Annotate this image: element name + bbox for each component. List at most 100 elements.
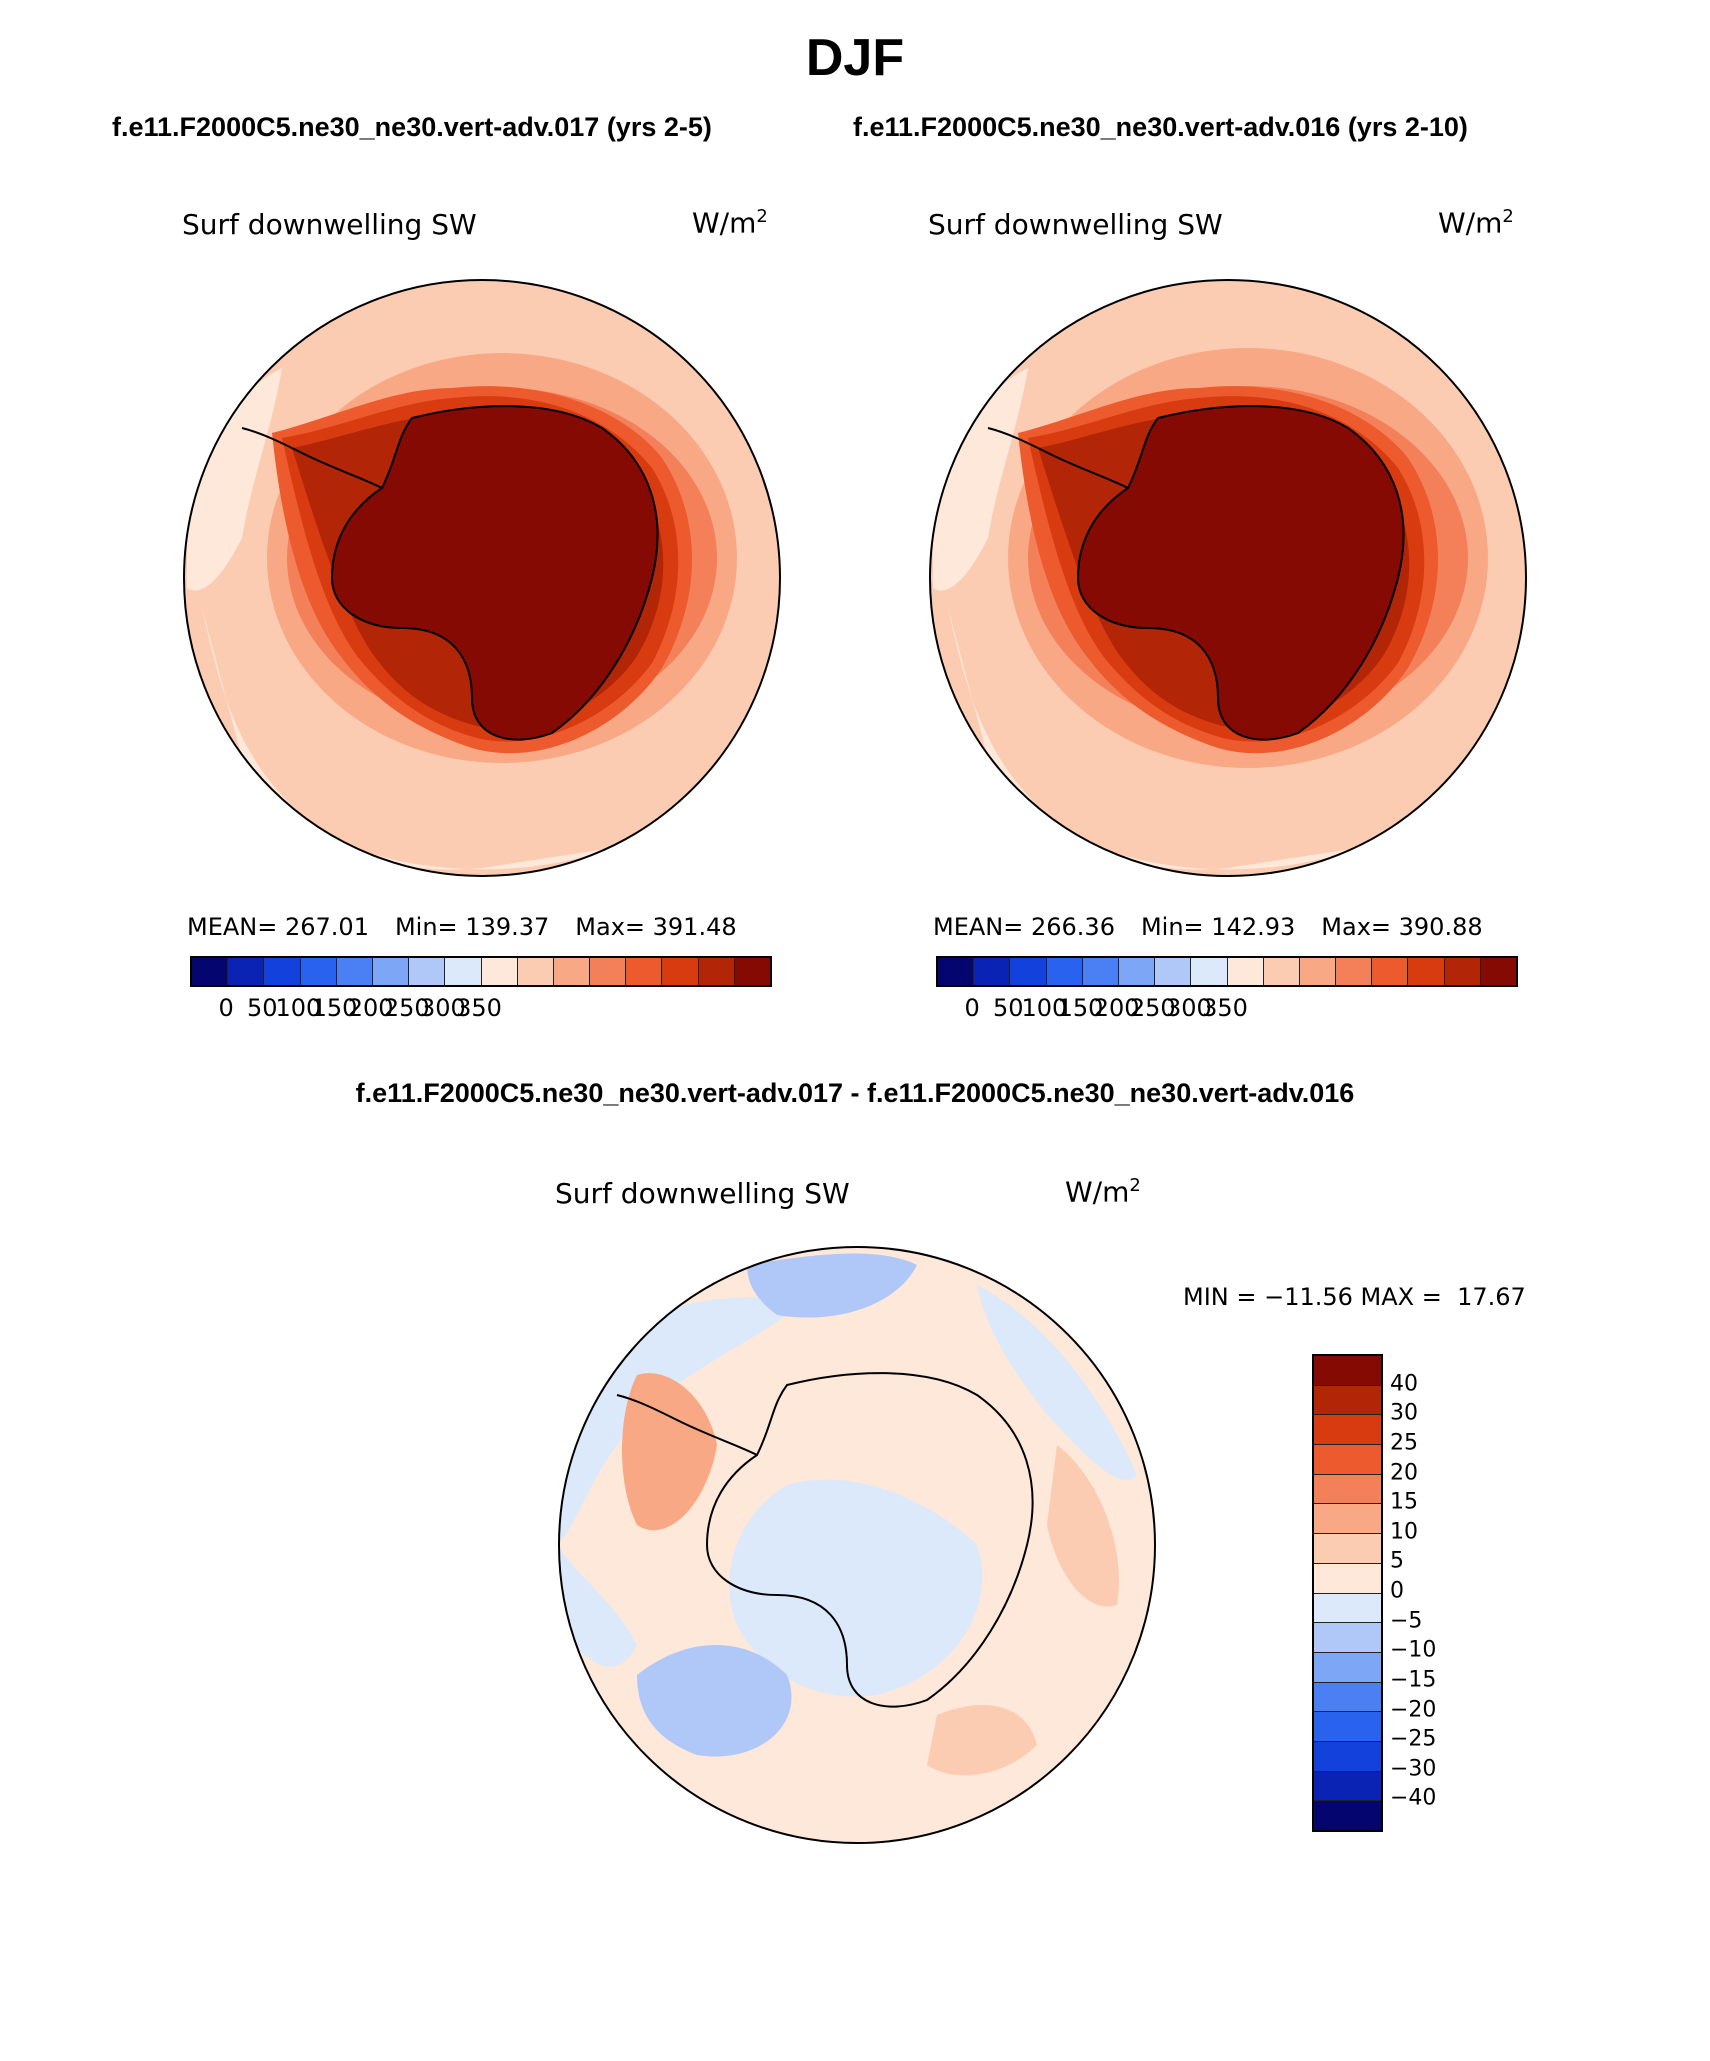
colorbar-cell [1314, 1771, 1381, 1802]
colorbar-cell [1314, 1534, 1381, 1564]
right-colorbar [936, 956, 1518, 987]
right-map [929, 279, 1527, 877]
right-map-interior [1078, 406, 1404, 740]
left-colorbar [190, 956, 772, 987]
colorbar-tick-label: 200 [347, 994, 394, 1022]
colorbar-tick-label: 250 [1129, 994, 1176, 1022]
colorbar-cell [264, 958, 301, 985]
colorbar-tick-label: −20 [1390, 1697, 1437, 1722]
colorbar-tick-label: 40 [1390, 1371, 1418, 1397]
colorbar-tick-label: 50 [246, 994, 278, 1022]
right-units-label: W/m2 [1438, 206, 1514, 240]
colorbar-tick-label: −15 [1390, 1667, 1437, 1693]
left-colorbar-ticks: 0 50 100 150 200 250 300 350 [190, 994, 768, 1024]
left-map-band-west [187, 368, 282, 591]
colorbar-cell [1046, 958, 1083, 985]
colorbar-cell [1314, 1474, 1381, 1505]
diff-map-peninsula-outline [616, 1394, 758, 1456]
colorbar-cell [1314, 1593, 1381, 1624]
right-case-title: f.e11.F2000C5.ne30_ne30.vert-adv.016 (yr… [853, 112, 1468, 142]
diff-title: f.e11.F2000C5.ne30_ne30.vert-adv.017 - f… [355, 1078, 1355, 1108]
colorbar-cell [1336, 958, 1373, 985]
left-units-label: W/m2 [692, 206, 768, 240]
colorbar-cell [734, 958, 770, 985]
colorbar-cell [1082, 958, 1119, 985]
right-map-band-west [933, 368, 1028, 591]
diff-map-pos-southeast [927, 1705, 1037, 1776]
diff-map-pos-peninsula [622, 1373, 717, 1531]
colorbar-cell [1299, 958, 1337, 985]
colorbar-cell [228, 958, 265, 985]
colorbar-cell [1314, 1741, 1381, 1772]
colorbar-cell [1010, 958, 1047, 985]
diff-map-neg-north [747, 1253, 917, 1318]
colorbar-tick-label: 20 [1390, 1460, 1418, 1485]
colorbar-tick-label: 350 [1202, 994, 1248, 1022]
diff-map-border [558, 1246, 1156, 1844]
colorbar-cell [662, 958, 699, 985]
right-stats: MEAN= 266.36 Min= 142.93 Max= 390.88 [933, 913, 1483, 941]
colorbar-tick-label: −25 [1390, 1726, 1437, 1752]
colorbar-cell [1314, 1563, 1381, 1594]
colorbar-tick-label: −30 [1390, 1756, 1437, 1782]
right-mean: MEAN= 266.36 [933, 913, 1115, 941]
colorbar-tick-label: 100 [1021, 994, 1068, 1022]
colorbar-cell [1480, 958, 1516, 985]
colorbar-tick-label: 5 [1390, 1548, 1404, 1574]
colorbar-tick-label: 350 [456, 994, 502, 1022]
colorbar-tick-label: 100 [275, 994, 322, 1022]
colorbar-cell [1314, 1623, 1381, 1653]
colorbar-cell [336, 958, 373, 985]
diff-colorbar-ticks: 40 30 25 20 15 10 5 0 −5 −10 −15 −20 −25 −30 −40 [1390, 1354, 1470, 1828]
right-map-border [929, 279, 1527, 877]
colorbar-cell [1314, 1682, 1381, 1713]
colorbar-cell [1314, 1356, 1381, 1386]
left-map-border [183, 279, 781, 877]
colorbar-tick-label: 50 [992, 994, 1024, 1022]
colorbar-tick-label: 15 [1390, 1489, 1418, 1515]
left-mean: MEAN= 267.01 [187, 913, 369, 941]
left-max: Max= 391.48 [575, 913, 737, 941]
left-map-peninsula-outline [241, 427, 383, 489]
left-case-title: f.e11.F2000C5.ne30_ne30.vert-adv.017 (yr… [112, 112, 712, 142]
colorbar-tick-label: 10 [1390, 1519, 1418, 1545]
colorbar-cell [1314, 1712, 1381, 1742]
colorbar-tick-label: 25 [1390, 1430, 1418, 1456]
colorbar-cell [481, 958, 518, 985]
right-variable-label: Surf downwelling SW [928, 208, 1223, 241]
colorbar-cell [1155, 958, 1192, 985]
colorbar-tick-label: −5 [1390, 1608, 1423, 1634]
colorbar-cell [1314, 1801, 1381, 1830]
left-map-antarctica-outline [330, 405, 659, 741]
colorbar-tick-label: 0 [218, 994, 234, 1022]
colorbar-tick-label: 200 [1093, 994, 1140, 1022]
right-max: Max= 390.88 [1321, 913, 1483, 941]
colorbar-cell [445, 958, 482, 985]
colorbar-cell [553, 958, 591, 985]
colorbar-tick-label: 150 [311, 994, 358, 1022]
colorbar-cell [372, 958, 410, 985]
colorbar-cell [1263, 958, 1300, 985]
right-map-antarctica-outline [1076, 405, 1405, 741]
diff-variable-label: Surf downwelling SW [555, 1177, 850, 1210]
colorbar-tick-label: 0 [964, 994, 980, 1022]
colorbar-tick-label: 300 [1165, 994, 1212, 1022]
diff-colorbar [1312, 1354, 1383, 1832]
diff-map-pos-east [1047, 1445, 1119, 1607]
page-title: DJF [805, 29, 905, 87]
diff-map-neg-westcoast [559, 1545, 637, 1667]
diff-map-neg-northeast [977, 1285, 1137, 1480]
colorbar-cell [626, 958, 663, 985]
colorbar-cell [1372, 958, 1409, 985]
colorbar-cell [1314, 1504, 1381, 1535]
right-map-peninsula-outline [987, 427, 1129, 489]
diff-minmax: MIN = −11.56 MAX = 17.67 [1183, 1283, 1526, 1311]
colorbar-tick-label: 0 [1390, 1578, 1404, 1604]
colorbar-tick-label: −10 [1390, 1637, 1437, 1663]
right-min: Min= 142.93 [1140, 913, 1296, 941]
colorbar-cell [1314, 1385, 1381, 1416]
colorbar-cell [409, 958, 446, 985]
diff-map [558, 1246, 1156, 1844]
colorbar-tick-label: 250 [383, 994, 430, 1022]
left-variable-label: Surf downwelling SW [182, 208, 477, 241]
